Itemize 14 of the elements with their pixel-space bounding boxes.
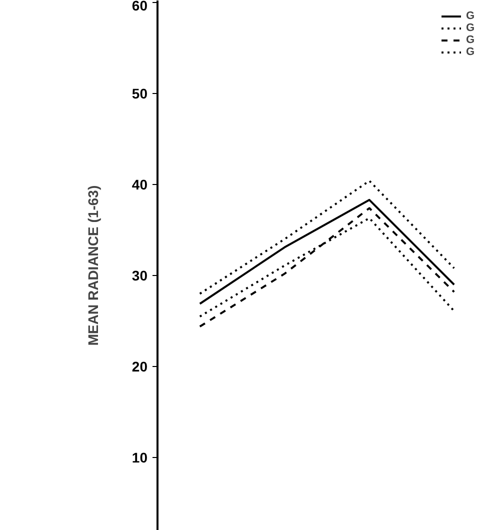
line-series [198, 180, 456, 295]
y-tick-label: 30 [132, 268, 148, 284]
y-tick-label: 20 [132, 358, 148, 375]
line-series [198, 198, 456, 305]
y-tick-label: 10 [132, 450, 148, 466]
legend-label: G [466, 10, 476, 22]
legend-label: G [466, 22, 476, 34]
y-tick-label: 50 [132, 85, 148, 102]
y-tick-label: 60 [132, 0, 148, 14]
line-series [198, 207, 456, 328]
y-tick-label: 40 [132, 176, 148, 192]
y-axis-title: MEAN RADIANCE (1-63) [84, 185, 101, 346]
legend-label: G [466, 46, 476, 58]
legend-label: G [466, 34, 476, 46]
